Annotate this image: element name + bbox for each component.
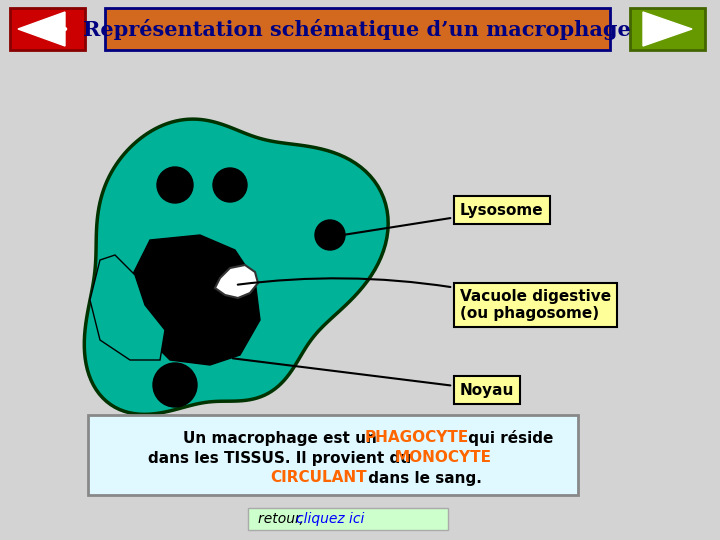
Polygon shape xyxy=(643,12,692,46)
FancyBboxPatch shape xyxy=(248,508,448,530)
Text: Vacuole digestive
(ou phagosome): Vacuole digestive (ou phagosome) xyxy=(238,278,611,321)
Polygon shape xyxy=(18,12,65,46)
FancyBboxPatch shape xyxy=(630,8,705,50)
Polygon shape xyxy=(215,265,258,298)
Text: dans le sang.: dans le sang. xyxy=(363,470,482,485)
Polygon shape xyxy=(84,119,388,414)
Circle shape xyxy=(153,363,197,407)
Text: dans les TISSUS. Il provient du: dans les TISSUS. Il provient du xyxy=(148,450,416,465)
Circle shape xyxy=(315,220,345,250)
Text: qui réside: qui réside xyxy=(463,430,554,446)
Text: Noyau: Noyau xyxy=(233,359,514,397)
Text: Représentation schématique d’un macrophage: Représentation schématique d’un macropha… xyxy=(83,19,631,40)
Text: Lysosome: Lysosome xyxy=(333,202,544,237)
FancyBboxPatch shape xyxy=(10,8,85,50)
Circle shape xyxy=(157,167,193,203)
Text: Un macrophage est un: Un macrophage est un xyxy=(183,430,382,445)
Text: CIRCULANT: CIRCULANT xyxy=(270,470,366,485)
Polygon shape xyxy=(90,255,165,360)
FancyBboxPatch shape xyxy=(88,415,578,495)
Text: cliquez ici: cliquez ici xyxy=(296,512,364,526)
Text: MONOCYTE: MONOCYTE xyxy=(395,450,492,465)
Text: PHAGOCYTE: PHAGOCYTE xyxy=(365,430,469,445)
Polygon shape xyxy=(130,235,260,365)
Text: retour,: retour, xyxy=(258,512,308,526)
Circle shape xyxy=(213,168,247,202)
FancyBboxPatch shape xyxy=(105,8,610,50)
